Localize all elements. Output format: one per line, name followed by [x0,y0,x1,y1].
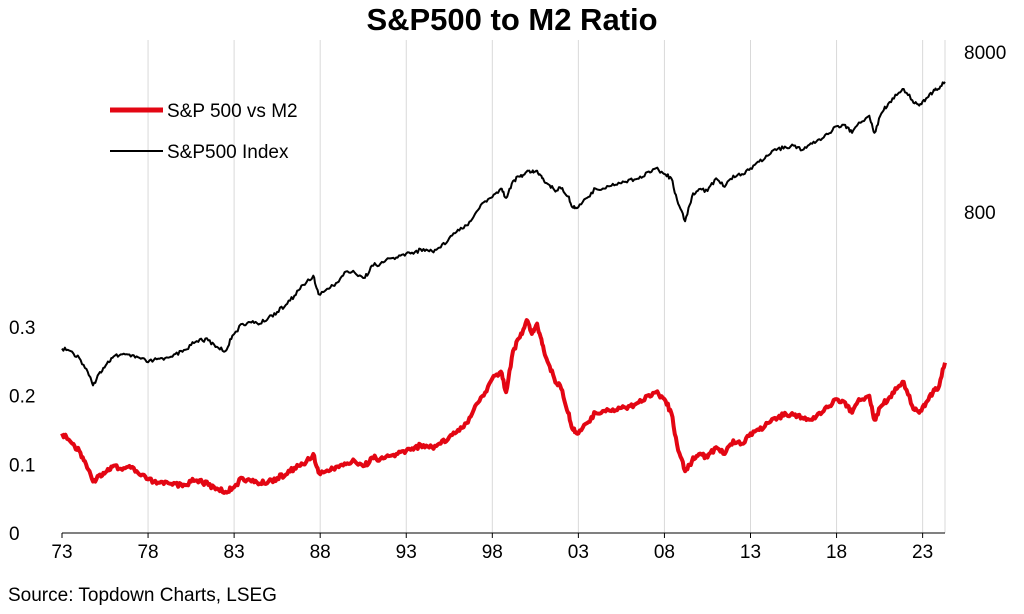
series-lines [60,81,947,495]
series-line-sp500-index [61,81,946,387]
x-tick-label: 08 [654,542,675,563]
legend: S&P 500 vs M2 S&P500 Index [110,101,298,163]
source-note: Source: Topdown Charts, LSEG [8,585,277,606]
x-tick-label: 18 [826,542,847,563]
y-left-tick-label: 0.3 [9,318,35,339]
x-tick-label: 13 [740,542,761,563]
legend-label: S&P 500 vs M2 [167,101,298,122]
x-tick-label: 78 [137,542,158,563]
x-tick-label: 03 [568,542,589,563]
x-tick-label: 83 [224,542,245,563]
legend-label: S&P500 Index [167,142,289,163]
y-left-tick-label: 0 [9,524,20,545]
y-left-tick-label: 0.1 [9,455,35,476]
x-tick-label: 23 [912,542,933,563]
y-left-tick-label: 0.2 [9,387,35,408]
x-tick-label: 98 [482,542,503,563]
x-tick-label: 88 [310,542,331,563]
axes: 73 78 83 88 93 98 03 08 13 18 23 0 0.1 0.2 0.3 800 8000 [9,43,1006,563]
chart-title: S&P500 to M2 Ratio [366,2,658,37]
y-right-tick-label: 8000 [964,43,1006,64]
gridlines [147,40,946,533]
series-line-sp500-vs-m2 [60,318,947,495]
y-right-tick-label: 800 [964,203,996,224]
x-tick-label: 73 [51,542,72,563]
x-tick-label: 93 [396,542,417,563]
